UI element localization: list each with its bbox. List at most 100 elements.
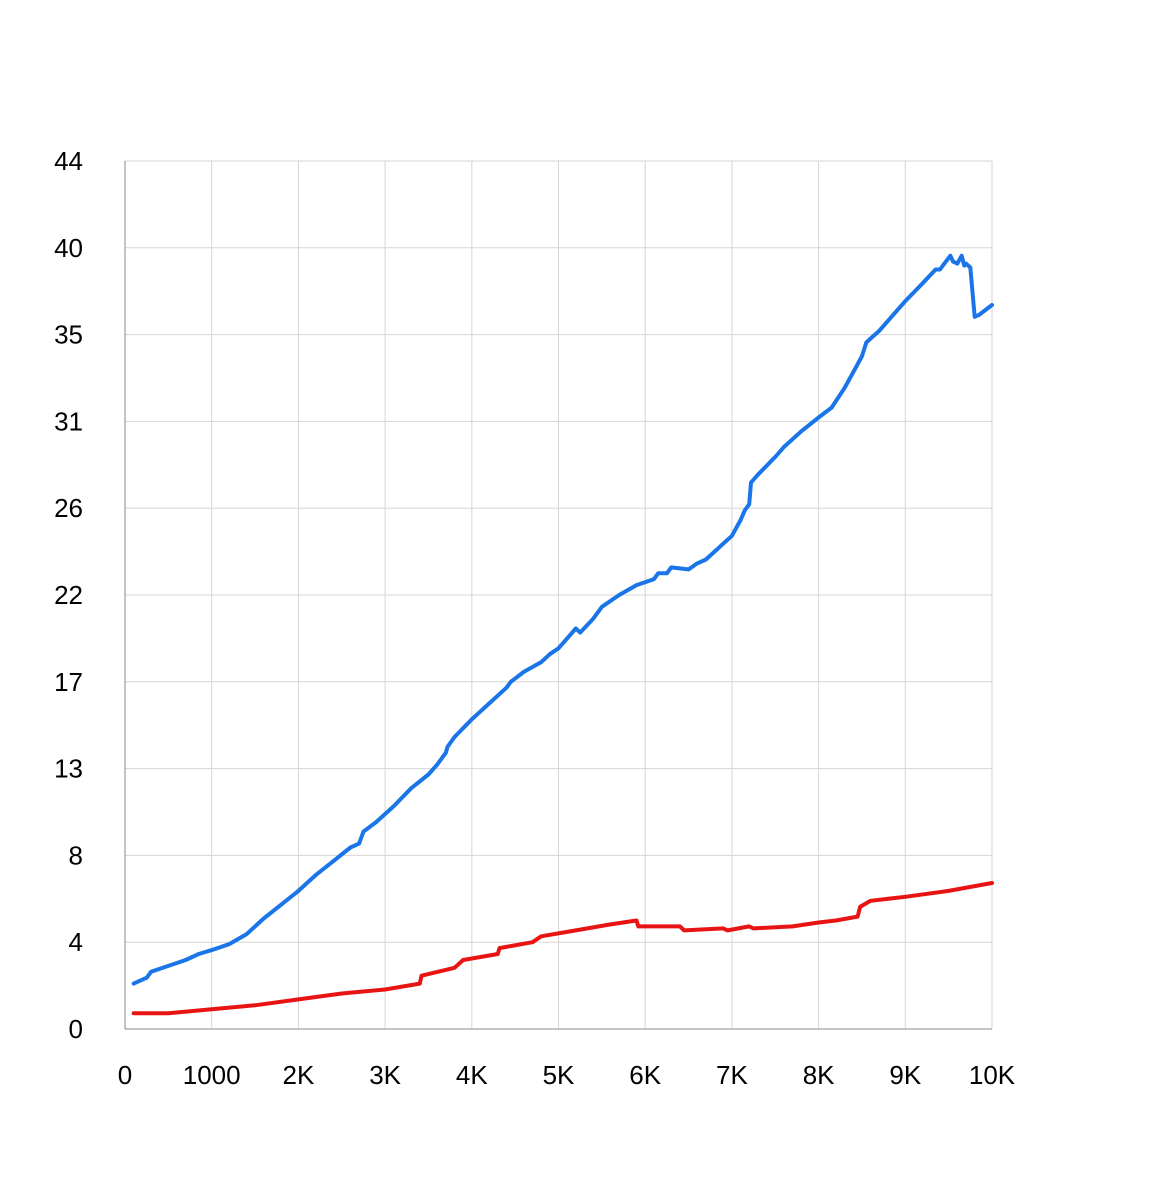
series-1-point <box>743 508 747 512</box>
series-1-point <box>782 445 786 449</box>
x-tick-label: 0 <box>118 1060 132 1090</box>
series-1-point <box>686 567 691 572</box>
series-2-point <box>725 928 730 933</box>
series-1-point <box>600 605 604 609</box>
series-2-point <box>452 966 457 970</box>
y-tick-label: 4 <box>69 927 83 957</box>
series-2-line <box>131 881 994 1016</box>
series-1-point <box>851 370 856 374</box>
series-1-point <box>938 267 942 272</box>
series-1-point <box>799 429 804 434</box>
series-2-point <box>858 904 862 909</box>
y-tick-label: 13 <box>54 754 83 784</box>
series-1-point <box>196 952 201 956</box>
series-1-point <box>331 859 335 864</box>
series-1-point <box>669 565 673 570</box>
series-1-point <box>652 577 656 581</box>
series-1-point <box>166 964 171 968</box>
series-1-point <box>977 313 981 317</box>
series-1 <box>131 253 994 986</box>
series-2 <box>131 881 994 1016</box>
x-tick-label: 6K <box>629 1060 661 1090</box>
series-1-point <box>756 472 760 477</box>
series-1-point <box>990 303 994 307</box>
series-1-line <box>131 253 994 986</box>
series-1-point <box>749 480 753 485</box>
series-2-point <box>678 924 682 929</box>
series-2-point <box>418 981 422 986</box>
series-2-point <box>253 1003 257 1008</box>
series-1-point <box>348 845 353 850</box>
series-2-point <box>816 920 821 925</box>
series-1-point <box>665 571 669 576</box>
series-1-point <box>948 253 953 258</box>
series-1-point <box>296 889 301 893</box>
series-1-point <box>409 786 413 791</box>
series-1-point <box>144 975 149 980</box>
x-tick-label: 7K <box>716 1060 748 1090</box>
series-2-point <box>946 889 951 893</box>
series-1-point <box>964 261 968 266</box>
series-2-point <box>855 914 860 919</box>
y-tick-label: 40 <box>54 233 83 263</box>
series-1-point <box>261 916 266 921</box>
series-1-point <box>183 958 188 962</box>
series-1-point <box>548 652 552 656</box>
series-2-point <box>419 973 424 978</box>
series-1-point <box>747 502 751 507</box>
axes <box>124 161 992 1030</box>
series-2-point <box>461 958 465 962</box>
series-2-point <box>209 1007 214 1012</box>
series-2-point <box>751 926 756 931</box>
series-1-point <box>959 253 964 258</box>
series-1-point <box>920 281 925 286</box>
series-1-point <box>617 593 621 597</box>
series-1-point <box>313 873 318 877</box>
y-tick-label: 22 <box>54 580 83 610</box>
series-1-point <box>704 557 708 562</box>
x-tick-label: 1000 <box>183 1060 241 1090</box>
series-1-point <box>591 616 595 621</box>
x-tick-label: 3K <box>369 1060 401 1090</box>
series-1-point <box>842 386 847 390</box>
y-tick-labels: 0 4 8 13 17 22 26 31 35 40 44 <box>54 146 83 1044</box>
series-2-point <box>682 928 686 933</box>
series-1-point <box>903 299 908 303</box>
y-tick-label: 0 <box>69 1014 83 1044</box>
series-1-point <box>574 626 578 631</box>
series-1-point <box>730 534 734 538</box>
series-1-point <box>877 328 882 333</box>
series-1-point <box>279 902 283 907</box>
series-2-point <box>340 991 344 996</box>
series-1-point <box>816 415 821 420</box>
series-2-point <box>990 881 994 885</box>
series-1-point <box>829 405 834 410</box>
series-1-point <box>435 762 439 767</box>
series-1-point <box>209 948 214 952</box>
series-1-point <box>361 829 366 834</box>
series-1-point <box>860 354 864 359</box>
y-tick-label: 8 <box>69 840 83 870</box>
series-1-point <box>444 751 448 755</box>
series-1-point <box>656 571 660 576</box>
grid-lines <box>125 160 993 1029</box>
series-1-point <box>487 701 491 706</box>
x-tick-label: 10K <box>969 1060 1016 1090</box>
series-1-point <box>933 267 938 272</box>
series-1-point <box>452 735 457 739</box>
series-1-point <box>509 680 513 684</box>
series-1-point <box>445 745 450 749</box>
series-2-point <box>131 1011 136 1015</box>
series-2-point <box>496 952 500 956</box>
series-1-point <box>721 541 725 546</box>
y-tick-label: 17 <box>54 667 83 697</box>
series-2-point <box>530 940 535 944</box>
series-2-point <box>747 924 751 929</box>
series-2-point <box>721 926 725 931</box>
series-1-point <box>357 841 361 846</box>
series-1-point <box>942 261 947 266</box>
series-2-point <box>539 934 543 939</box>
series-1-point <box>955 261 960 266</box>
series-1-point <box>773 455 778 459</box>
series-2-point <box>634 918 639 923</box>
